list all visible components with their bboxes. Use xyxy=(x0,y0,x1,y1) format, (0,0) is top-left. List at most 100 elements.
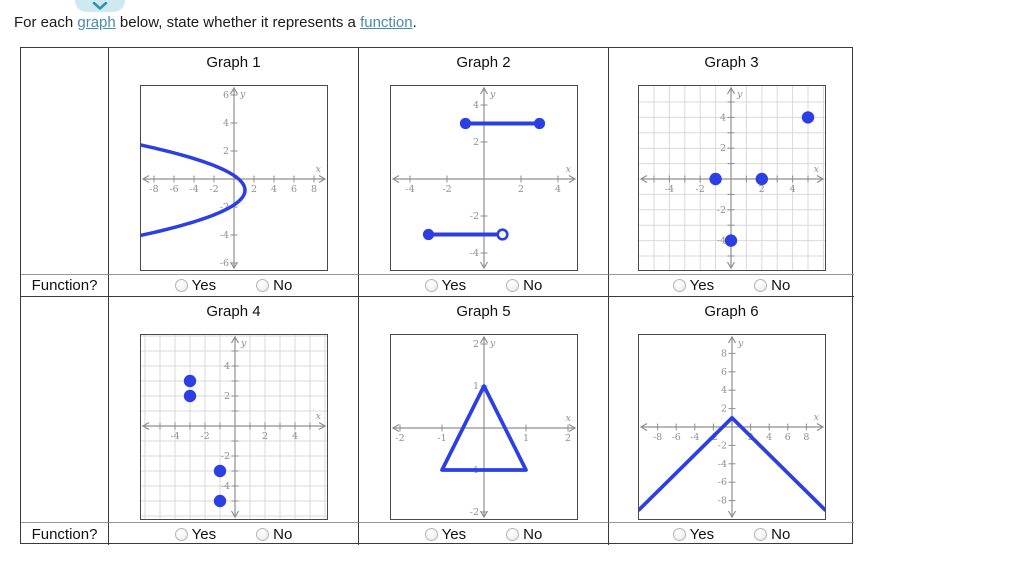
answers-graph-4: Yes No xyxy=(109,523,359,545)
svg-text:4: 4 xyxy=(291,431,297,442)
svg-text:-2: -2 xyxy=(717,440,726,451)
svg-text:x: x xyxy=(315,411,321,422)
yes-radio-graph-1[interactable] xyxy=(174,279,188,292)
svg-text:-2: -2 xyxy=(200,431,209,442)
svg-text:4: 4 xyxy=(720,385,726,396)
no-option-graph-4[interactable]: No xyxy=(256,526,292,543)
graph-2-cell: Graph 2 2 -2 4 -4 2 -2 4 -4 x y xyxy=(359,48,609,275)
yes-option-graph-6[interactable]: Yes xyxy=(672,526,714,543)
svg-text:-4: -4 xyxy=(690,432,699,443)
svg-text:2: 2 xyxy=(564,433,570,444)
svg-text:-2: -2 xyxy=(219,202,228,213)
graph-4-title: Graph 4 xyxy=(206,303,261,320)
no-option-graph-1[interactable]: No xyxy=(256,277,292,294)
svg-text:2: 2 xyxy=(720,404,726,415)
svg-text:-1: -1 xyxy=(437,433,446,444)
svg-text:8: 8 xyxy=(310,184,316,195)
graph-link[interactable]: graph xyxy=(77,14,116,31)
graph-2-plot: 2 -2 4 -4 2 -2 4 -4 x y xyxy=(389,85,578,271)
no-option-graph-6[interactable]: No xyxy=(754,526,790,543)
empty-cell xyxy=(21,48,109,275)
no-radio-graph-3[interactable] xyxy=(754,279,768,292)
svg-text:2: 2 xyxy=(758,184,764,195)
svg-text:-6: -6 xyxy=(717,477,726,488)
empty-cell xyxy=(21,297,109,523)
graph-2-title: Graph 2 xyxy=(456,54,511,71)
svg-text:-2: -2 xyxy=(220,451,229,462)
yes-option-graph-4[interactable]: Yes xyxy=(174,526,216,543)
svg-text:6: 6 xyxy=(720,367,726,378)
graph-6-plot: 2-2 4-4 6-6 8-82-24-46-68-8xy xyxy=(637,334,826,520)
yes-radio-graph-4[interactable] xyxy=(174,527,188,541)
svg-text:8: 8 xyxy=(803,432,809,443)
graph-1-plot: 2 -2 4 -4 6 -6 8 -8 2 -2 4 -4 6 -6 x y xyxy=(139,85,328,271)
no-option-graph-3[interactable]: No xyxy=(754,277,790,294)
svg-text:x: x xyxy=(315,164,321,175)
svg-text:-4: -4 xyxy=(220,481,229,492)
svg-text:-2: -2 xyxy=(395,433,404,444)
svg-text:4: 4 xyxy=(766,432,772,443)
no-radio-graph-1[interactable] xyxy=(256,279,270,292)
no-option-graph-5[interactable]: No xyxy=(506,526,542,543)
svg-text:-8: -8 xyxy=(717,496,726,507)
svg-text:-2: -2 xyxy=(469,507,478,518)
svg-text:-4: -4 xyxy=(405,184,414,195)
svg-text:-4: -4 xyxy=(717,459,726,470)
graph-6-cell: Graph 6 2 -2 4 -4 6 -6 8 -8 2 -2 4 -4 6 -6 8 -8 x y xyxy=(609,297,854,523)
instruction-text: For each graph below, state whether it r… xyxy=(14,13,417,33)
svg-text:4: 4 xyxy=(719,112,725,123)
svg-text:2: 2 xyxy=(517,184,523,195)
svg-text:-4: -4 xyxy=(170,431,179,442)
yes-radio-graph-3[interactable] xyxy=(672,279,686,292)
no-option-graph-2[interactable]: No xyxy=(506,277,542,294)
function-question-label: Function? xyxy=(31,277,98,294)
svg-text:x: x xyxy=(813,164,819,175)
yes-radio-graph-2[interactable] xyxy=(424,279,438,292)
svg-text:y: y xyxy=(737,338,744,349)
svg-text:y: y xyxy=(736,89,743,100)
svg-text:4: 4 xyxy=(472,100,478,111)
yes-option-graph-1[interactable]: Yes xyxy=(174,277,216,294)
svg-text:-6: -6 xyxy=(169,184,178,195)
svg-text:1: 1 xyxy=(522,433,528,444)
no-radio-graph-6[interactable] xyxy=(754,527,768,541)
svg-text:-4: -4 xyxy=(716,236,725,247)
svg-text:-4: -4 xyxy=(189,184,198,195)
svg-text:2: 2 xyxy=(719,143,725,154)
svg-text:y: y xyxy=(489,89,496,100)
svg-text:8: 8 xyxy=(720,348,726,359)
graph-4-cell: Graph 4 2 -2 4 -4 2 -2 4 -4 x y xyxy=(109,297,359,523)
yes-radio-graph-5[interactable] xyxy=(424,527,438,541)
graph-1-cell: Graph 1 2 -2 4 -4 6 -6 8 -8 2 -2 4 -4 6 -6 x y xyxy=(109,48,359,275)
answers-graph-5: Yes No xyxy=(359,523,609,545)
yes-option-graph-5[interactable]: Yes xyxy=(424,526,466,543)
svg-text:2: 2 xyxy=(250,184,256,195)
no-radio-graph-4[interactable] xyxy=(256,527,270,541)
svg-text:-6: -6 xyxy=(219,258,228,269)
svg-text:1: 1 xyxy=(472,381,478,392)
graph-5-cell: Graph 5 1 -1 2 -2 1 -1 2 -2 x y xyxy=(359,297,609,523)
chevron-down-icon xyxy=(92,2,108,10)
function-link[interactable]: function xyxy=(360,14,413,31)
no-radio-graph-2[interactable] xyxy=(506,279,520,292)
graph-3-plot: 2 -2 4 -4 2 -2 4 -4 x y xyxy=(637,85,826,271)
yes-option-graph-3[interactable]: Yes xyxy=(672,277,714,294)
svg-text:-8: -8 xyxy=(652,432,661,443)
svg-text:x: x xyxy=(565,413,571,424)
no-radio-graph-5[interactable] xyxy=(506,527,520,541)
answers-graph-1: Yes No xyxy=(109,275,359,297)
function-question-label: Function? xyxy=(31,525,98,543)
svg-text:-2: -2 xyxy=(695,184,704,195)
svg-text:2: 2 xyxy=(223,391,229,402)
svg-text:-2: -2 xyxy=(442,184,451,195)
svg-text:y: y xyxy=(489,338,496,349)
yes-radio-graph-6[interactable] xyxy=(672,527,686,541)
yes-option-graph-2[interactable]: Yes xyxy=(424,277,466,294)
answers-graph-3: Yes No xyxy=(609,275,854,297)
svg-text:x: x xyxy=(813,412,819,423)
svg-text:6: 6 xyxy=(784,432,790,443)
panel-collapse-button[interactable] xyxy=(75,0,125,12)
svg-text:4: 4 xyxy=(554,184,560,195)
svg-text:6: 6 xyxy=(222,90,228,101)
function-row-label-1: Function? xyxy=(21,275,109,297)
